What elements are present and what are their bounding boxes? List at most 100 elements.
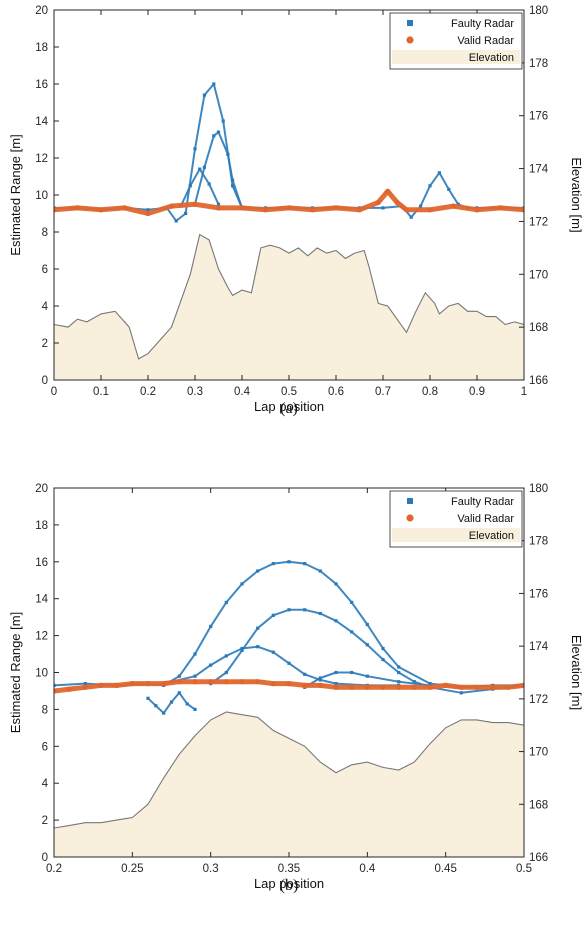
faulty-radar-point xyxy=(224,670,228,675)
series-trace xyxy=(54,83,524,222)
faulty-radar-point xyxy=(318,569,322,573)
valid-radar-point xyxy=(208,679,214,685)
faulty-radar-point xyxy=(177,674,181,678)
faulty-radar-point xyxy=(350,670,354,675)
valid-radar-point xyxy=(302,682,308,689)
valid-radar-point xyxy=(474,684,480,690)
faulty-radar-point xyxy=(177,691,181,695)
valid-radar-point xyxy=(317,682,323,689)
y2-axis-label: Elevation [m] xyxy=(569,635,582,710)
faulty-radar-point xyxy=(231,184,235,188)
valid-radar-point xyxy=(521,682,524,688)
faulty-radar-point xyxy=(334,582,338,586)
y2-tick-label: 174 xyxy=(529,641,549,653)
valid-radar-point xyxy=(396,684,402,690)
faulty-radar-point xyxy=(256,569,260,573)
valid-radar-point xyxy=(145,681,151,687)
y-tick-label: 16 xyxy=(35,557,48,569)
faulty-radar-point xyxy=(83,682,87,686)
y-tick-label: 0 xyxy=(42,375,48,387)
faulty-radar-point xyxy=(365,643,369,647)
y2-tick-label: 180 xyxy=(529,5,548,17)
y-tick-label: 4 xyxy=(42,778,49,790)
valid-radar-point xyxy=(262,207,269,213)
faulty-radar-point xyxy=(240,646,244,651)
legend-marker-valid xyxy=(406,514,414,522)
valid-radar-point xyxy=(98,207,104,213)
legend-entry-label: Elevation xyxy=(469,52,514,64)
faulty-radar-point xyxy=(334,670,338,675)
y-tick-label: 2 xyxy=(42,338,48,350)
x-tick-label: 0.8 xyxy=(422,386,438,398)
valid-radar-point xyxy=(521,207,524,213)
x-tick-label: 0.6 xyxy=(328,386,344,398)
faulty-radar-point xyxy=(202,165,206,169)
faulty-radar-series-1 xyxy=(54,560,524,689)
x-tick-label: 0.9 xyxy=(469,386,485,398)
y-tick-label: 0 xyxy=(42,852,48,864)
x-tick-label: 0.7 xyxy=(375,386,391,398)
valid-radar-point xyxy=(74,205,81,211)
faulty-radar-series-1 xyxy=(54,82,524,223)
y-tick-label: 12 xyxy=(35,631,48,643)
faulty-radar-point xyxy=(459,691,463,695)
faulty-radar-point xyxy=(209,624,213,628)
valid-radar-point xyxy=(129,681,135,687)
faulty-radar-point xyxy=(184,211,188,216)
valid-radar-point xyxy=(443,682,449,689)
panel-caption: (a) xyxy=(280,400,298,417)
faulty-radar-point xyxy=(256,626,260,630)
valid-radar-point xyxy=(474,207,480,213)
y-tick-label: 14 xyxy=(35,116,48,128)
faulty-radar-point xyxy=(381,646,385,651)
x-tick-label: 1 xyxy=(521,386,527,398)
faulty-radar-point xyxy=(303,608,307,612)
valid-radar-point xyxy=(394,199,400,205)
legend-swatch-elevation xyxy=(392,50,520,64)
faulty-radar-point xyxy=(54,683,56,687)
y-tick-label: 4 xyxy=(42,301,49,313)
y2-axis-label: Elevation [m] xyxy=(569,157,582,232)
faulty-radar-point xyxy=(185,702,189,706)
valid-radar-point xyxy=(349,684,355,690)
plot-area xyxy=(54,82,524,380)
x-tick-label: 0.4 xyxy=(234,386,251,398)
legend-entry-label: Valid Radar xyxy=(457,35,514,47)
valid-radar-point xyxy=(505,684,511,690)
valid-radar-point xyxy=(54,688,57,694)
valid-radar-point xyxy=(286,205,292,211)
faulty-radar-point xyxy=(412,680,416,684)
faulty-radar-point xyxy=(209,663,213,667)
x-tick-label: 0.3 xyxy=(187,386,203,398)
valid-radar-series-4 xyxy=(54,188,524,217)
y-tick-label: 14 xyxy=(35,594,48,606)
y2-tick-label: 176 xyxy=(529,111,548,123)
valid-radar-point xyxy=(403,207,410,213)
valid-radar-point xyxy=(67,686,73,692)
faulty-radar-point xyxy=(212,82,216,86)
faulty-radar-point xyxy=(174,219,178,223)
faulty-radar-point xyxy=(334,619,338,623)
valid-radar-point xyxy=(192,679,198,685)
faulty-radar-point xyxy=(226,152,230,156)
valid-radar-series-6 xyxy=(54,679,524,694)
y2-tick-label: 174 xyxy=(529,164,549,176)
faulty-radar-point xyxy=(146,696,150,700)
faulty-radar-point xyxy=(207,182,211,186)
faulty-radar-point xyxy=(154,704,158,708)
faulty-radar-point xyxy=(193,674,197,678)
x-tick-label: 0.5 xyxy=(516,863,532,875)
faulty-radar-point xyxy=(397,665,401,669)
x-tick-label: 0.35 xyxy=(278,863,300,875)
y-tick-label: 8 xyxy=(42,704,48,716)
faulty-radar-point xyxy=(162,711,166,715)
valid-radar-point xyxy=(255,679,261,685)
x-tick-label: 0 xyxy=(51,386,57,398)
valid-radar-point xyxy=(239,205,245,211)
y2-tick-label: 172 xyxy=(529,216,548,228)
valid-radar-point xyxy=(458,684,464,690)
y2-tick-label: 168 xyxy=(529,322,548,334)
x-tick-label: 0.4 xyxy=(359,863,376,875)
legend: Faulty Radar Valid Radar Elevation xyxy=(389,12,523,70)
